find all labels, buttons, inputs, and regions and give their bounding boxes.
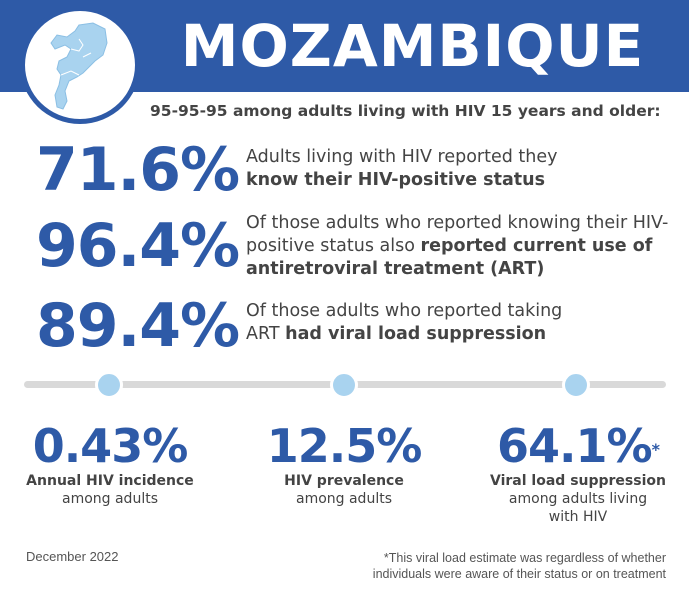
bottom-stat-sub: among adults: [61, 491, 158, 507]
stat-text: Adults living with HIV reported they: [246, 147, 558, 167]
timeline-dot: [330, 371, 358, 399]
stat-text-bold: know their HIV-positive status: [246, 170, 546, 190]
asterisk-mark: *: [651, 440, 660, 459]
bottom-stat-number: 0.43%: [32, 419, 189, 473]
stat-description: Of those adults who reported knowing the…: [246, 212, 676, 281]
stat-value: 89.4%: [36, 291, 240, 361]
bottom-stat-sub: among adults living with HIV: [508, 491, 648, 525]
stat-value: 96.4%: [36, 211, 240, 281]
page-title: MOZAMBIQUE: [180, 12, 645, 80]
stat-text: Of those adults who reported knowing the…: [246, 213, 669, 256]
map-badge: [20, 6, 140, 124]
bottom-stat-number: 12.5%: [266, 419, 423, 473]
bottom-stat-label: Viral load suppression: [490, 473, 666, 489]
bottom-stat-value: 64.1%*: [478, 420, 678, 472]
mozambique-map-icon: [50, 22, 108, 110]
bottom-stat-label: HIV prevalence: [284, 473, 404, 489]
stat-description: Of those adults who reported taking ART …: [246, 300, 586, 346]
stat-value: 71.6%: [36, 135, 240, 205]
bottom-stat-sub: among adults: [295, 491, 392, 507]
stat-text: Of those adults who reported taking ART: [246, 301, 563, 344]
bottom-stat: 64.1%* Viral load suppression among adul…: [478, 420, 678, 526]
stat-text-bold: had viral load suppression: [285, 324, 547, 344]
bottom-stat-value: 0.43%: [10, 420, 210, 472]
bottom-stat-value: 12.5%: [244, 420, 444, 472]
subtitle: 95-95-95 among adults living with HIV 15…: [150, 102, 661, 120]
stat-description: Adults living with HIV reported they kno…: [246, 146, 676, 192]
timeline-dot: [562, 371, 590, 399]
bottom-stat: 12.5% HIV prevalence among adults: [244, 420, 444, 508]
date-label: December 2022: [26, 549, 119, 564]
bottom-stat-label: Annual HIV incidence: [26, 473, 194, 489]
timeline-dot: [95, 371, 123, 399]
stat-text-bold: reported current use of antiretroviral t…: [246, 236, 653, 279]
bottom-stat: 0.43% Annual HIV incidence among adults: [10, 420, 210, 508]
footnote: *This viral load estimate was regardless…: [372, 551, 666, 581]
bottom-stat-number: 64.1%: [497, 419, 653, 473]
